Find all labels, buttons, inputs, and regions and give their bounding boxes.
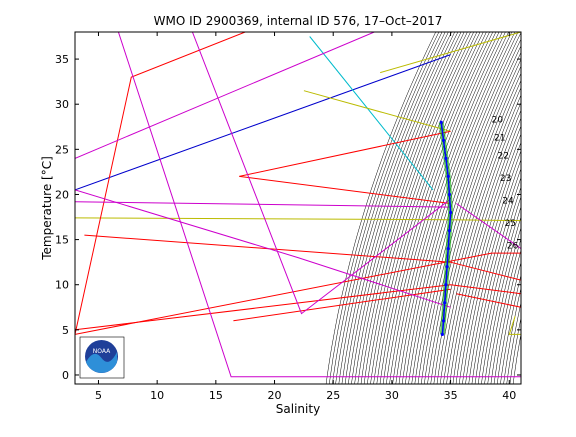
- series-line: [239, 131, 450, 176]
- x-tick-label: 40: [502, 389, 516, 402]
- isopleth-line: [510, 32, 576, 384]
- series-line: [75, 55, 451, 190]
- y-tick-label: 10: [55, 279, 69, 292]
- profile-point: [442, 139, 445, 142]
- y-tick-label: 15: [55, 234, 69, 247]
- series-line: [75, 32, 245, 334]
- x-tick-label: 30: [385, 389, 399, 402]
- series-layer: [75, 32, 521, 377]
- profile-point: [444, 157, 447, 160]
- y-tick-label: 5: [62, 324, 69, 337]
- isopleth-line: [469, 32, 576, 384]
- x-tick-label: 20: [268, 389, 282, 402]
- y-tick-label: 35: [55, 53, 69, 66]
- y-tick-label: 20: [55, 188, 69, 201]
- noaa-logo-text: NOAA: [93, 348, 111, 355]
- isopleth-line: [507, 32, 576, 384]
- density-label: 25: [505, 219, 516, 229]
- y-tick-label: 30: [55, 98, 69, 111]
- isopleth-line: [475, 32, 576, 384]
- x-axis-label: Salinity: [276, 402, 320, 416]
- x-tick-label: 10: [150, 389, 164, 402]
- profile-point: [440, 121, 443, 124]
- isopleth-line: [488, 32, 576, 384]
- y-axis-label: Temperature [°C]: [40, 156, 54, 261]
- series-line: [75, 32, 374, 158]
- profile-point: [443, 301, 446, 304]
- series-line: [310, 37, 433, 190]
- series-line: [380, 32, 521, 73]
- noaa-logo: NOAA: [80, 337, 124, 378]
- density-label: 20: [492, 115, 504, 125]
- series-line: [118, 32, 521, 377]
- density-label: 22: [498, 151, 509, 161]
- x-tick-label: 5: [95, 389, 102, 402]
- profile-point: [447, 247, 450, 250]
- y-tick-label: 0: [62, 369, 69, 382]
- isopleth-line: [500, 32, 576, 384]
- x-tick-label: 25: [326, 389, 340, 402]
- x-tick-label: 15: [209, 389, 223, 402]
- profile-point: [448, 193, 451, 196]
- profile-point: [449, 211, 452, 214]
- density-label: 26: [507, 242, 519, 252]
- series-line: [233, 289, 450, 321]
- density-label: 23: [500, 174, 511, 184]
- x-tick-label: 35: [444, 389, 458, 402]
- series-line: [75, 285, 521, 330]
- chart-title: WMO ID 2900369, internal ID 576, 17–Oct–…: [154, 14, 443, 28]
- isopleth-line: [491, 32, 576, 384]
- isopleth-line: [481, 32, 576, 384]
- series-line: [75, 202, 451, 207]
- density-label: 21: [494, 133, 505, 143]
- profile-point: [448, 229, 451, 232]
- profile-point: [441, 333, 444, 336]
- profile-point: [447, 175, 450, 178]
- profile-point: [442, 319, 445, 322]
- y-tick-label: 25: [55, 143, 69, 156]
- profile-point: [445, 265, 448, 268]
- profile-point: [444, 283, 447, 286]
- density-label: 24: [502, 196, 514, 206]
- isopleth-line: [513, 32, 576, 384]
